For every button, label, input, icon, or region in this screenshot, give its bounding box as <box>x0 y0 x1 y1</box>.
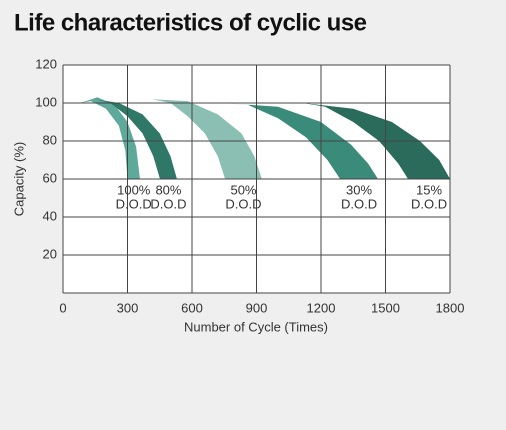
x-tick-label: 600 <box>181 300 203 315</box>
y-tick-label: 80 <box>43 132 57 147</box>
x-tick-label: 900 <box>246 300 268 315</box>
y-axis-label: Capacity (%) <box>11 142 26 216</box>
legend-label: 15% <box>416 182 442 197</box>
legend-sublabel: D.O.D <box>116 196 152 211</box>
x-tick-label: 1500 <box>371 300 400 315</box>
legend-sublabel: D.O.D <box>411 196 447 211</box>
x-tick-label: 0 <box>59 300 66 315</box>
band <box>152 99 262 179</box>
y-tick-label: 100 <box>35 94 57 109</box>
legend-label: 50% <box>230 182 256 197</box>
legend-sublabel: D.O.D <box>225 196 261 211</box>
band <box>95 99 177 179</box>
y-tick-label: 20 <box>43 246 57 261</box>
legend-sublabel: D.O.D <box>341 196 377 211</box>
band <box>222 103 378 179</box>
y-tick-label: 60 <box>43 170 57 185</box>
x-axis-label: Number of Cycle (Times) <box>184 319 328 334</box>
x-tick-label: 1200 <box>307 300 336 315</box>
legend-sublabel: D.O.D <box>150 196 186 211</box>
x-tick-label: 300 <box>117 300 139 315</box>
legend-label: 30% <box>346 182 372 197</box>
x-tick-label: 1800 <box>436 300 465 315</box>
band <box>80 97 140 179</box>
legend-label: 100% <box>117 182 151 197</box>
legend-label: 80% <box>155 182 181 197</box>
chart-title: Life characteristics of cyclic use <box>14 9 367 36</box>
y-tick-label: 120 <box>35 56 57 71</box>
y-tick-label: 40 <box>43 208 57 223</box>
band <box>302 103 450 179</box>
